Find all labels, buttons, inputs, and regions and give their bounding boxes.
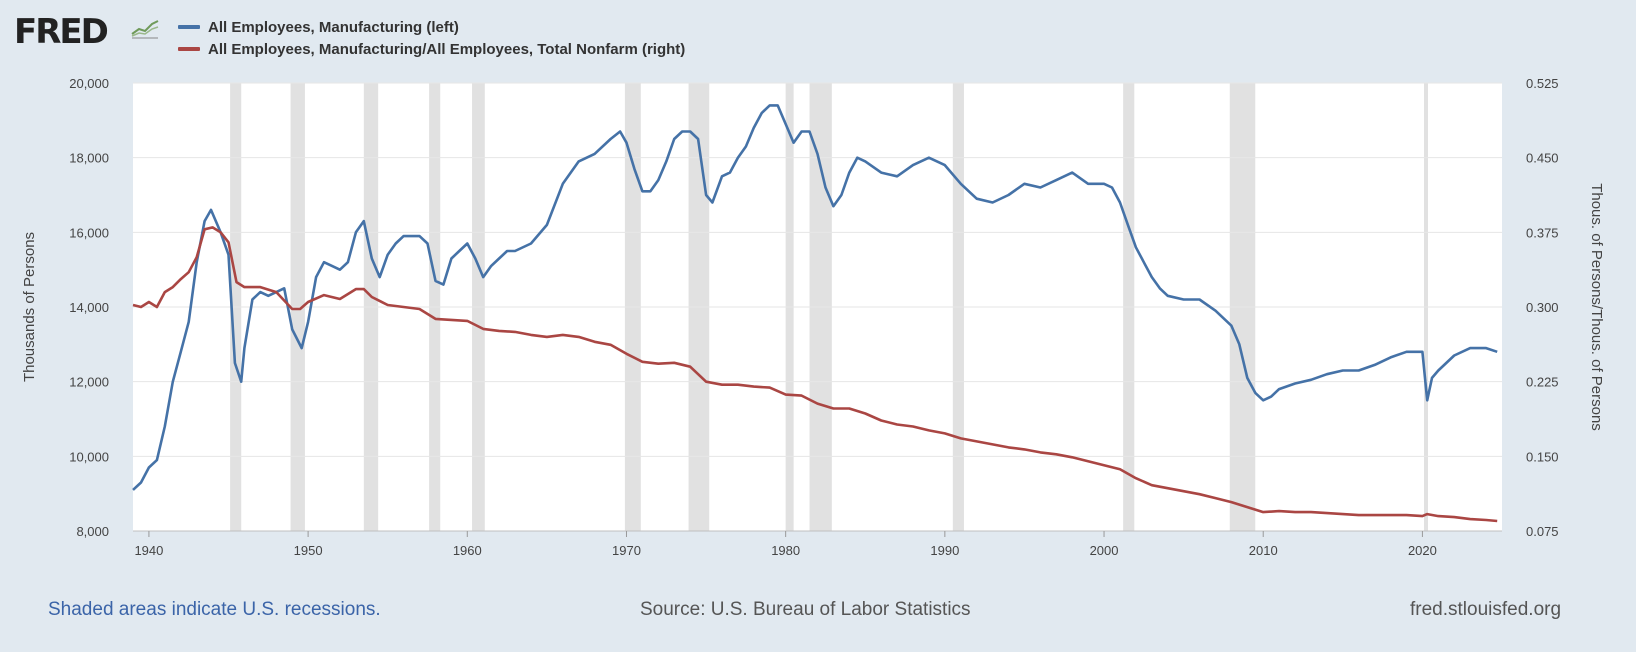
line-chart: 8,000 0.075 10,000 0.150 12,000 0.225 14,000 0.… <box>21 76 1605 558</box>
y-left-tick-label: 10,000 <box>69 449 109 464</box>
x-tick-label: 1980 <box>771 543 800 558</box>
y-left-tick-label: 20,000 <box>69 76 109 91</box>
x-tick-label: 1970 <box>612 543 641 558</box>
y-right-tick-label: 0.450 <box>1526 151 1559 166</box>
source-note: Source: U.S. Bureau of Labor Statistics <box>640 599 971 620</box>
x-tick-label: 1940 <box>134 543 163 558</box>
series-line-manufacturing <box>132 104 1498 491</box>
y-left-tick-label: 18,000 <box>69 151 109 166</box>
y-right-tick-label: 0.300 <box>1526 300 1559 315</box>
x-tick-label: 1950 <box>294 543 323 558</box>
y-right-tick-label: 0.525 <box>1526 76 1559 91</box>
legend-label: All Employees, Manufacturing (left) <box>208 18 459 36</box>
site-link[interactable]: fred.stlouisfed.org <box>1410 599 1562 620</box>
y-axis-left-title: Thousands of Persons <box>21 232 38 382</box>
y-left-tick-label: 8,000 <box>76 524 109 539</box>
legend-item-manufacturing[interactable]: All Employees, Manufacturing (left) <box>178 16 685 38</box>
y-right-tick-label: 0.375 <box>1526 225 1559 240</box>
y-right-tick-label: 0.075 <box>1526 524 1559 539</box>
series-line-ratio <box>132 226 1498 523</box>
y-left-tick-label: 12,000 <box>69 375 109 390</box>
y-axis-right-title: Thous. of Persons/Thous. of Persons <box>1588 183 1605 431</box>
x-tick-label: 1990 <box>930 543 959 558</box>
legend-item-ratio[interactable]: All Employees, Manufacturing/All Employe… <box>178 38 685 60</box>
y-right-tick-label: 0.150 <box>1526 449 1559 464</box>
legend-label: All Employees, Manufacturing/All Employe… <box>208 40 686 58</box>
fred-logo: FRED <box>14 12 109 52</box>
y-right-tick-label: 0.225 <box>1526 375 1559 390</box>
legend-swatch-red <box>178 47 200 51</box>
x-tick-label: 2000 <box>1090 543 1119 558</box>
y-left-tick-label: 16,000 <box>69 225 109 240</box>
x-tick-label: 2020 <box>1408 543 1437 558</box>
x-tick-label: 1960 <box>453 543 482 558</box>
x-tick-label: 2010 <box>1249 543 1278 558</box>
legend: All Employees, Manufacturing (left) All … <box>178 16 685 60</box>
legend-swatch-blue <box>178 25 200 29</box>
y-left-tick-label: 14,000 <box>69 300 109 315</box>
chart-line-icon <box>130 18 160 40</box>
recession-note: Shaded areas indicate U.S. recessions. <box>48 599 381 620</box>
